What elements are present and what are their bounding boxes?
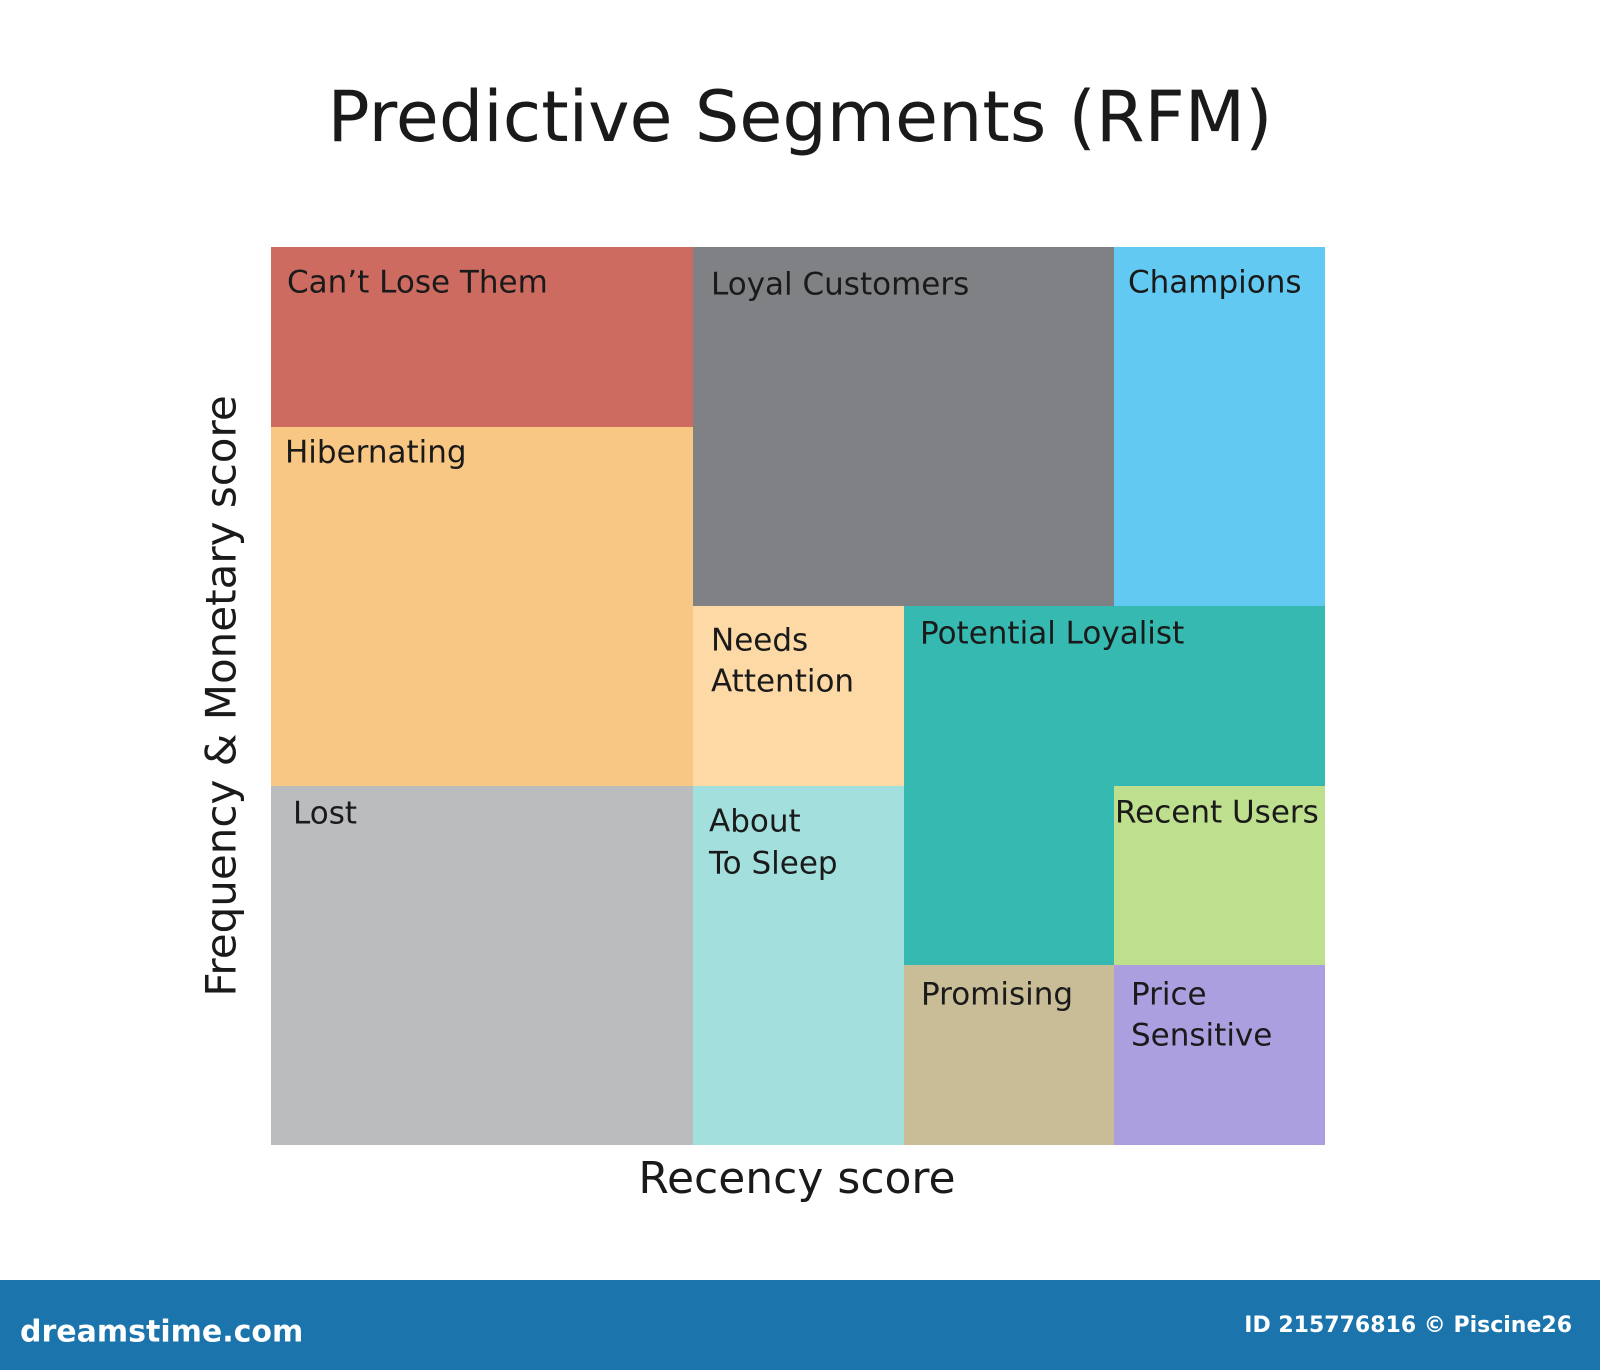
- segment: [904, 965, 1114, 1145]
- segment: [693, 786, 904, 1145]
- segment-label: Lost: [293, 796, 357, 832]
- segment-label: Recent Users: [1115, 795, 1319, 831]
- segment-label: Champions: [1128, 265, 1302, 301]
- footer-bar: [0, 1280, 1600, 1370]
- segment-label: About: [709, 804, 801, 840]
- x-axis-label: Recency score: [638, 1153, 955, 1204]
- title: Predictive Segments (RFM): [328, 76, 1273, 158]
- segment: [1114, 786, 1325, 965]
- segment: [271, 427, 693, 786]
- segment-label: Price: [1131, 977, 1207, 1013]
- segment-labels: Can’t Lose Them Hibernating Lost Loyal C…: [285, 265, 1319, 1054]
- segment-label: Potential Loyalist: [920, 616, 1184, 652]
- segment: [271, 247, 693, 427]
- segment: [1114, 247, 1325, 606]
- footer-brand: dreamstime.com: [20, 1315, 303, 1350]
- segment-label: Attention: [711, 664, 854, 700]
- segment-label: Sensitive: [1131, 1018, 1272, 1054]
- y-axis-label: Frequency & Monetary score: [197, 395, 246, 996]
- segment: [1114, 965, 1325, 1145]
- segment-label: Loyal Customers: [711, 267, 969, 303]
- segment-label: To Sleep: [708, 846, 838, 882]
- segment: [693, 247, 1114, 606]
- segment-label: Hibernating: [285, 435, 467, 471]
- segment: [271, 786, 693, 1145]
- segment-label: Promising: [921, 977, 1073, 1013]
- segment-label: Needs: [711, 623, 808, 659]
- segment-label: Can’t Lose Them: [287, 265, 548, 301]
- segment-grid: [271, 247, 1325, 1145]
- segment: [693, 606, 904, 786]
- footer-credit: ID 215776816 © Piscine26: [1244, 1313, 1572, 1338]
